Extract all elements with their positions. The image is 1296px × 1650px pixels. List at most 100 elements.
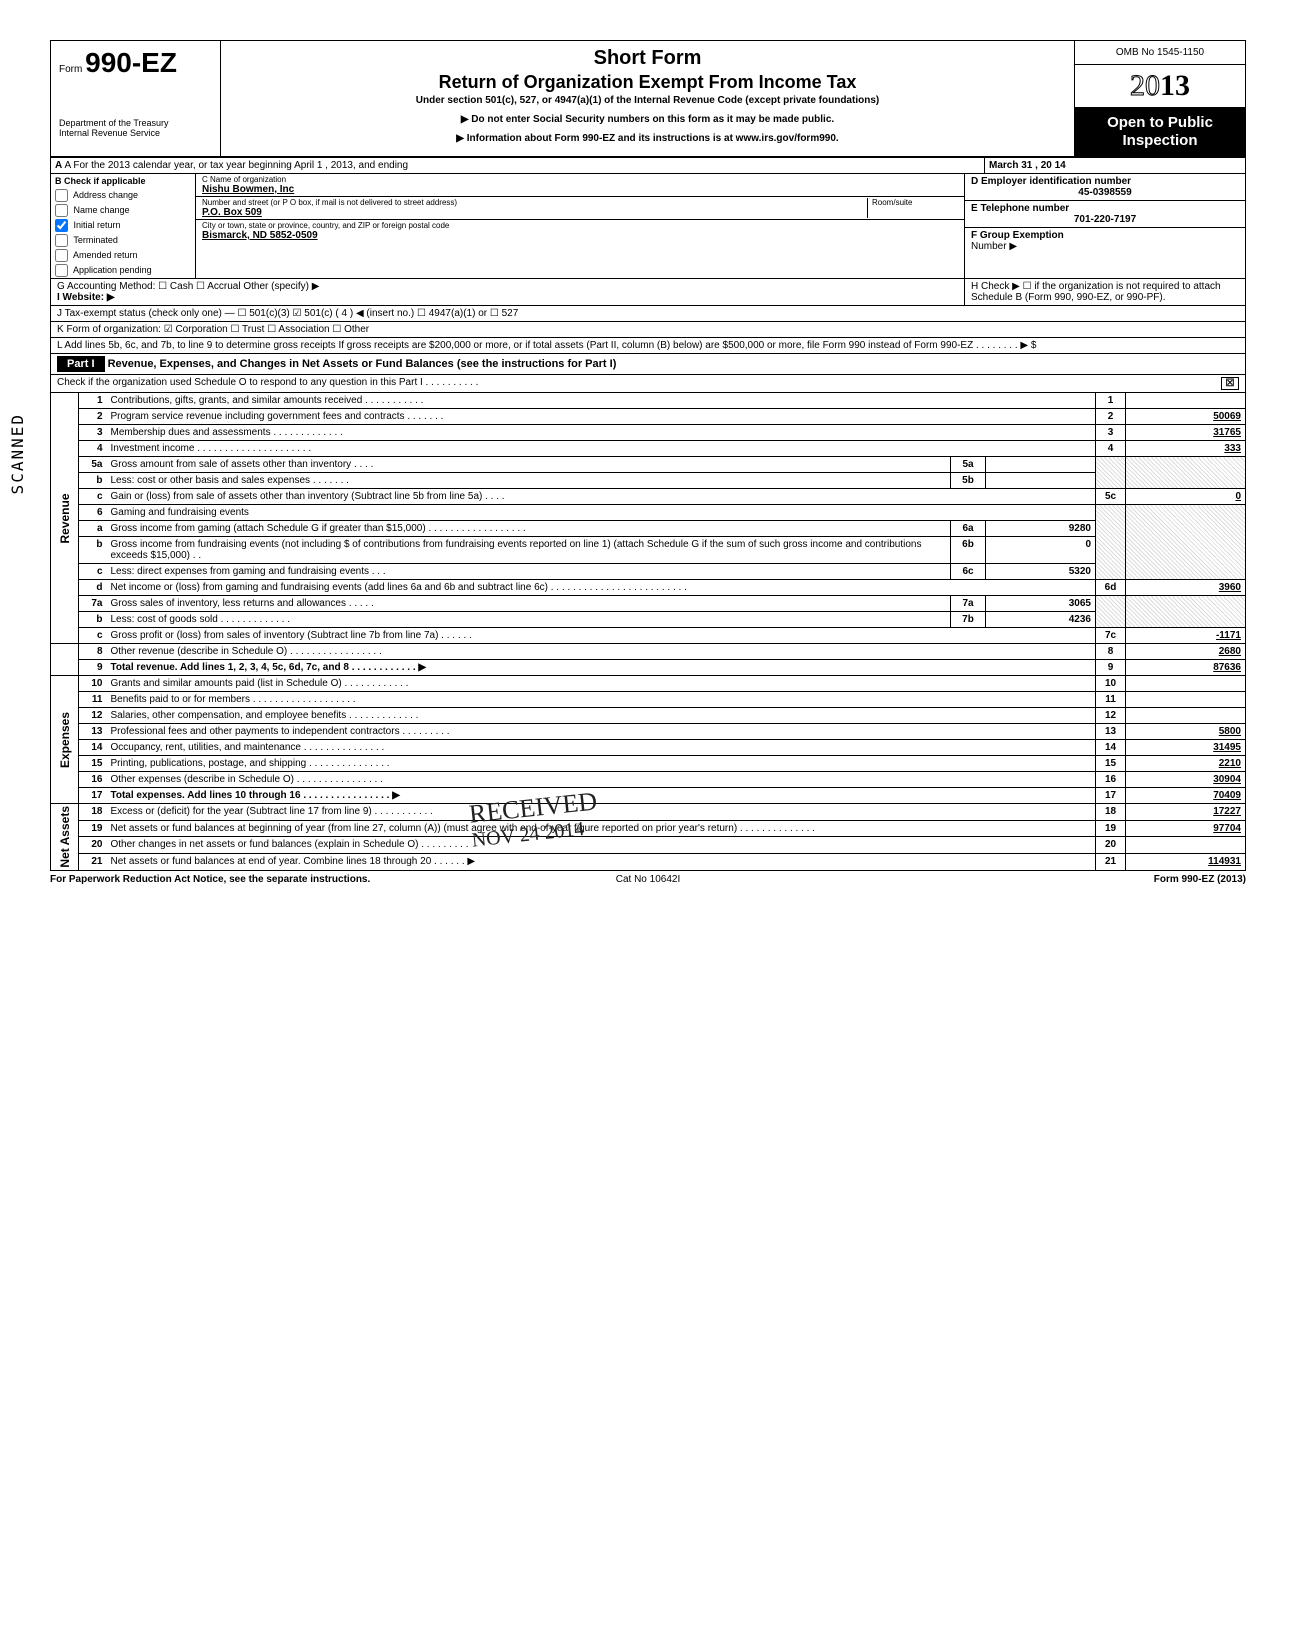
l7b-desc: Less: cost of goods sold . . . . . . . .… [107,612,951,628]
l5ab-shade2 [1126,457,1246,489]
lbl-amended: Amended return [73,250,138,260]
l21-num: 21 [79,853,107,870]
line-7a: 7a Gross sales of inventory, less return… [51,596,1246,612]
l6d-num: d [79,580,107,596]
block-bcd: B Check if applicable Address change Nam… [50,174,1246,279]
form-header: Form 990-EZ Department of the Treasury I… [50,40,1246,158]
l6a-mn: 6a [951,521,986,537]
l16-ln: 16 [1096,772,1126,788]
schedule-o-check[interactable]: ☒ [1221,377,1239,390]
l6a-num: a [79,521,107,537]
row-a: A A For the 2013 calendar year, or tax y… [50,158,1246,174]
l5c-val: 0 [1126,489,1246,505]
l5c-ln: 5c [1096,489,1126,505]
c-city: Bismarck, ND 5852-0509 [202,230,958,241]
l19-ln: 19 [1096,820,1126,837]
l19-num: 19 [79,820,107,837]
d-row: D Employer identification number 45-0398… [965,174,1245,201]
l5a-desc: Gross amount from sale of assets other t… [107,457,951,473]
c-org-name: Nishu Bowmen, Inc [202,184,958,195]
l2-val: 50069 [1126,409,1246,425]
l1-desc: Contributions, gifts, grants, and simila… [107,393,1096,409]
row-j: J Tax-exempt status (check only one) — ☐… [50,306,1246,322]
l13-num: 13 [79,724,107,740]
l17-val: 70409 [1126,788,1246,804]
l6d-ln: 6d [1096,580,1126,596]
main-title: Return of Organization Exempt From Incom… [231,72,1064,93]
l6b-desc: Gross income from fundraising events (no… [107,537,951,564]
line-6c: c Less: direct expenses from gaming and … [51,564,1246,580]
l5a-num: 5a [79,457,107,473]
l17-num: 17 [79,788,107,804]
lbl-name-change: Name change [74,205,130,215]
line-6a: a Gross income from gaming (attach Sched… [51,521,1246,537]
l1-val [1126,393,1246,409]
l16-num: 16 [79,772,107,788]
l14-val: 31495 [1126,740,1246,756]
l6c-desc: Less: direct expenses from gaming and fu… [107,564,951,580]
l10-num: 10 [79,676,107,692]
l4-val: 333 [1126,441,1246,457]
c-room-label: Room/suite [872,198,958,207]
page-footer: For Paperwork Reduction Act Notice, see … [50,871,1246,885]
l18-num: 18 [79,804,107,821]
footer-left: For Paperwork Reduction Act Notice, see … [50,874,449,885]
chk-name-change[interactable]: Name change [51,203,195,218]
chk-initial-return[interactable]: Initial return [51,218,195,233]
l13-val: 5800 [1126,724,1246,740]
chk-terminated[interactable]: Terminated [51,233,195,248]
chk-app-pending[interactable]: Application pending [51,263,195,278]
l5b-num: b [79,473,107,489]
row-a-right: March 31 , 20 14 [985,158,1245,173]
chk-address-change[interactable]: Address change [51,188,195,203]
l16-val: 30904 [1126,772,1246,788]
form-990ez: 990-EZ [85,47,177,78]
l5ab-shade [1096,457,1126,489]
l7b-mv: 4236 [986,612,1096,628]
chk-amended[interactable]: Amended return [51,248,195,263]
l3-ln: 3 [1096,425,1126,441]
line-12: 12 Salaries, other compensation, and emp… [51,708,1246,724]
form-header-mid: Short Form Return of Organization Exempt… [221,41,1075,156]
l5b-mv [986,473,1096,489]
l20-desc: Other changes in net assets or fund bala… [107,837,1096,854]
l9-desc: Total revenue. Add lines 1, 2, 3, 4, 5c,… [107,660,1096,676]
section-b: B Check if applicable Address change Nam… [51,174,196,278]
l6b-mv: 0 [986,537,1096,564]
l9-val: 87636 [1126,660,1246,676]
l14-num: 14 [79,740,107,756]
lbl-address-change: Address change [73,190,138,200]
l7c-ln: 7c [1096,628,1126,644]
row-k: K Form of organization: ☑ Corporation ☐ … [50,322,1246,338]
l21-ln: 21 [1096,853,1126,870]
l8-ln: 8 [1096,644,1126,660]
l20-val [1126,837,1246,854]
l3-desc: Membership dues and assessments . . . . … [107,425,1096,441]
l18-ln: 18 [1096,804,1126,821]
line-15: 15 Printing, publications, postage, and … [51,756,1246,772]
l10-desc: Grants and similar amounts paid (list in… [107,676,1096,692]
line-20: 20 Other changes in net assets or fund b… [51,837,1246,854]
l15-desc: Printing, publications, postage, and shi… [107,756,1096,772]
c-name-label: C Name of organization [202,175,958,184]
b-title: B Check if applicable [51,174,195,188]
l5a-mn: 5a [951,457,986,473]
l9-ln: 9 [1096,660,1126,676]
l3-num: 3 [79,425,107,441]
l18-desc: Excess or (deficit) for the year (Subtra… [107,804,1096,821]
f-label: F Group Exemption [971,230,1064,241]
l4-ln: 4 [1096,441,1126,457]
d-label: D Employer identification number [971,176,1239,187]
l5c-num: c [79,489,107,505]
l16-desc: Other expenses (describe in Schedule O) … [107,772,1096,788]
short-form-title: Short Form [231,47,1064,70]
line-1: Revenue 1 Contributions, gifts, grants, … [51,393,1246,409]
l6d-desc: Net income or (loss) from gaming and fun… [107,580,1096,596]
c-city-label: City or town, state or province, country… [202,221,958,230]
row-i: I Website: ▶ [57,292,958,303]
line-5b: b Less: cost or other basis and sales ex… [51,473,1246,489]
section-c: C Name of organization Nishu Bowmen, Inc… [196,174,965,278]
line-10: Expenses 10 Grants and similar amounts p… [51,676,1246,692]
footer-mid: Cat No 10642I [449,874,848,885]
part1-label: Part I [57,356,105,372]
